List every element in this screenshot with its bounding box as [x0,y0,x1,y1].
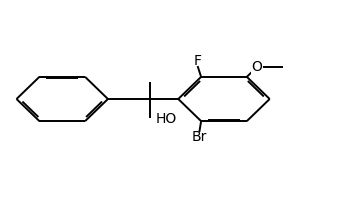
Text: HO: HO [155,112,176,126]
Text: Br: Br [192,130,207,145]
Text: F: F [193,54,202,68]
Text: O: O [252,60,263,74]
